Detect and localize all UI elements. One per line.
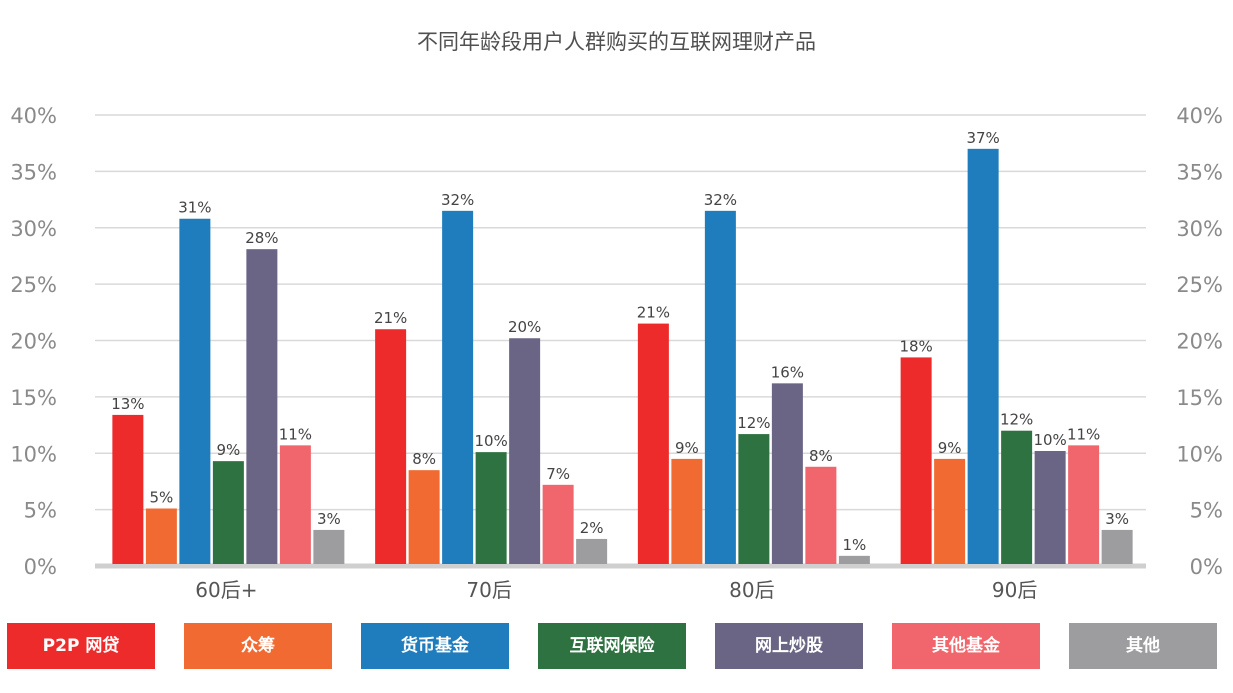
y-tick-label-left: 10% — [10, 442, 57, 466]
bar-value-label: 31% — [178, 199, 211, 217]
bar-value-label: 11% — [279, 425, 312, 443]
bar-value-label: 5% — [149, 488, 173, 506]
bar — [1101, 529, 1133, 564]
bar — [805, 466, 837, 564]
bar — [279, 445, 311, 564]
legend-item: 众筹 — [184, 623, 332, 669]
bar-value-label: 20% — [508, 318, 541, 336]
bar — [704, 210, 736, 564]
y-tick-label-left: 25% — [10, 273, 57, 297]
bar-value-label: 32% — [441, 191, 474, 209]
bar-value-label: 2% — [580, 519, 604, 537]
legend-item: 其他基金 — [892, 623, 1040, 669]
bar-chart: 0% 0% 5% 5% 10% 10% 15% 15% 20% 20% 25% 25% 30% 30% 35… — [10, 104, 1223, 602]
bar — [442, 210, 474, 564]
bar — [1034, 450, 1066, 564]
bar-value-label: 10% — [474, 432, 507, 450]
bar-value-label: 9% — [216, 441, 240, 459]
y-tick-label-right: 5% — [1190, 499, 1223, 523]
bar-value-label: 13% — [111, 395, 144, 413]
bar — [408, 470, 440, 564]
bar-value-label: 3% — [317, 510, 341, 528]
bar-value-label: 3% — [1105, 510, 1129, 528]
bar — [967, 148, 999, 564]
bar — [1068, 445, 1100, 564]
bar-value-label: 12% — [1000, 411, 1033, 429]
x-category-label: 80后 — [729, 578, 774, 602]
y-tick-label-left: 5% — [24, 499, 57, 523]
legend-item: 其他 — [1069, 623, 1217, 669]
bar-value-label: 12% — [737, 414, 770, 432]
x-category-label: 70后 — [466, 578, 511, 602]
legend-item: 货币基金 — [361, 623, 509, 669]
y-tick-label-right: 15% — [1176, 386, 1223, 410]
bar-value-label: 10% — [1033, 431, 1066, 449]
x-category-label: 60后+ — [195, 578, 257, 602]
bar — [671, 458, 703, 564]
bar-value-label: 16% — [771, 363, 804, 381]
chart-title: 不同年龄段用户人群购买的互联网理财产品 — [417, 30, 816, 54]
y-tick-label-left: 20% — [10, 330, 57, 354]
y-tick-label-left: 0% — [24, 555, 57, 579]
bar — [542, 484, 574, 564]
bar-value-label: 8% — [412, 450, 436, 468]
bar — [509, 338, 541, 564]
legend-item: 互联网保险 — [538, 623, 686, 669]
bar-value-label: 21% — [637, 304, 670, 322]
y-tick-label-left: 30% — [10, 217, 57, 241]
bar — [738, 434, 770, 564]
bar — [313, 529, 345, 564]
y-tick-label-right: 25% — [1176, 273, 1223, 297]
bar — [112, 414, 144, 564]
bar — [375, 329, 407, 564]
bar — [212, 461, 244, 564]
bar — [246, 249, 278, 565]
bar-value-label: 21% — [374, 309, 407, 327]
legend: P2P 网贷 众筹 货币基金 互联网保险 网上炒股 其他基金 其他 — [0, 623, 1233, 671]
y-tick-label-right: 10% — [1176, 442, 1223, 466]
y-tick-label-left: 40% — [10, 104, 57, 128]
bar-value-label: 7% — [546, 465, 570, 483]
bar — [145, 508, 177, 564]
y-tick-label-right: 20% — [1176, 330, 1223, 354]
y-tick-label-right: 0% — [1190, 555, 1223, 579]
legend-item: 网上炒股 — [715, 623, 863, 669]
bar-value-label: 9% — [675, 439, 699, 457]
bar — [637, 323, 669, 564]
y-tick-label-left: 35% — [10, 160, 57, 184]
bar — [838, 555, 870, 564]
bar-value-label: 37% — [966, 129, 999, 147]
y-tick-label-right: 40% — [1176, 104, 1223, 128]
bar-value-label: 18% — [899, 337, 932, 355]
bar-value-label: 1% — [842, 536, 866, 554]
bar — [179, 218, 211, 565]
bar — [934, 458, 966, 564]
legend-item: P2P 网贷 — [7, 623, 155, 669]
bar — [900, 357, 932, 564]
bar-value-label: 9% — [938, 439, 962, 457]
bar-value-label: 32% — [704, 191, 737, 209]
x-category-label: 90后 — [992, 578, 1037, 602]
bar-value-label: 11% — [1067, 425, 1100, 443]
bar-value-label: 28% — [245, 229, 278, 247]
bar — [1001, 430, 1033, 564]
bar-value-label: 8% — [809, 447, 833, 465]
bar — [576, 538, 608, 564]
y-tick-label-right: 30% — [1176, 217, 1223, 241]
bar — [475, 452, 507, 564]
y-tick-label-right: 35% — [1176, 160, 1223, 184]
bar — [771, 383, 803, 564]
y-tick-label-left: 15% — [10, 386, 57, 410]
